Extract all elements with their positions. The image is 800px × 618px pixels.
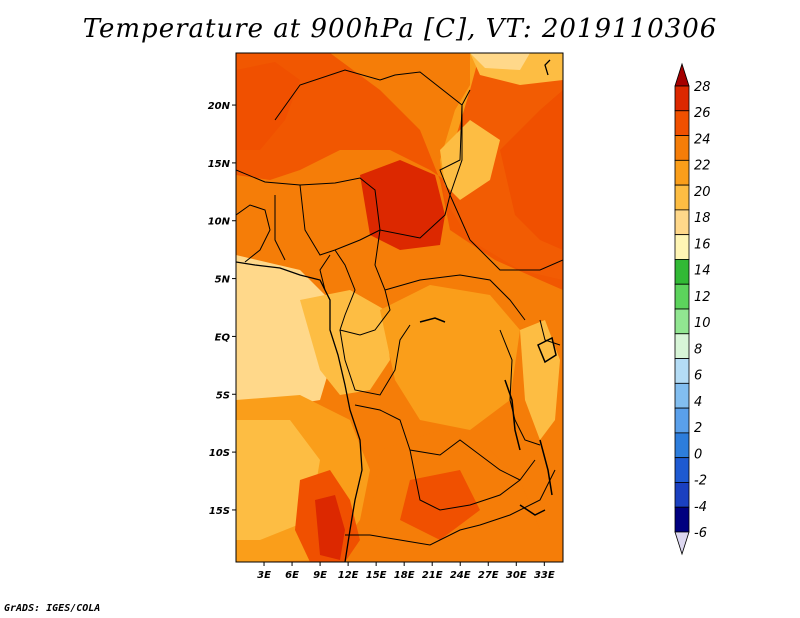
- border-line: [299, 184, 381, 256]
- colorbar-segment: [674, 259, 690, 285]
- field-band-22-congo: [380, 285, 520, 430]
- lake-mai-ndombe: [419, 317, 446, 323]
- lat-tick-label: 5N: [215, 275, 231, 286]
- coast-red-sea: [544, 59, 551, 76]
- lon-tick-label: 6E: [285, 570, 299, 581]
- border-line: [409, 449, 536, 511]
- lon-tick-label: 30E: [506, 570, 527, 581]
- border-line: [354, 404, 521, 481]
- colorbar-label: 10: [694, 316, 711, 331]
- border-line: [374, 229, 526, 321]
- lon-tick-label: 21E: [422, 570, 443, 581]
- colorbar-label: 12: [694, 290, 711, 305]
- map-frame: [235, 52, 564, 563]
- colorbar-label: 2: [694, 421, 702, 436]
- colorbar-segment: [674, 234, 690, 260]
- border-line: [274, 195, 286, 261]
- colorbar-label: 20: [694, 185, 711, 200]
- colorbar-label: 14: [694, 264, 711, 279]
- lat-tick-label: 15N: [208, 159, 231, 170]
- colorbar-segment: [674, 382, 690, 409]
- border-line: [345, 469, 556, 546]
- colorbar-label: 0: [694, 447, 702, 462]
- colorbar-segment: [674, 333, 690, 359]
- colorbar-segment: [674, 432, 690, 459]
- lat-tick-label: 5S: [216, 390, 230, 401]
- field-band-20-gabon: [300, 290, 390, 395]
- colorbar-label: 16: [694, 237, 711, 252]
- border-line: [236, 204, 271, 263]
- colorbar-segment: [674, 457, 690, 483]
- field-band-27-chad: [360, 160, 445, 250]
- field-band-20-east: [520, 320, 560, 440]
- colorbar-segment: [674, 358, 690, 384]
- grads-credit: GrADS: IGES/COLA: [4, 603, 101, 614]
- colorbar-segment: [674, 135, 690, 161]
- field-band-26-north: [236, 53, 563, 290]
- lat-tick-label: EQ: [215, 332, 231, 343]
- border-line: [449, 105, 563, 271]
- field-band-26-east: [500, 90, 563, 250]
- lake-tanganyika: [504, 379, 521, 451]
- border-line: [539, 319, 561, 346]
- colorbar-segment: [674, 482, 690, 508]
- colorbar-label: 6: [694, 369, 702, 384]
- colorbar-segment: [674, 184, 690, 211]
- latitude-axis: 20N 15N 10N 5N EQ 5S 10S 15S: [208, 101, 236, 517]
- colorbar-segment: [674, 209, 690, 236]
- lat-tick-label: 15S: [209, 506, 230, 517]
- coastline: [236, 59, 551, 562]
- lake-malawi: [539, 439, 553, 496]
- colorbar-segment: [674, 506, 690, 533]
- colorbar-label: 18: [694, 211, 711, 226]
- lat-tick-label: 20N: [208, 101, 231, 112]
- lon-tick-label: 15E: [366, 570, 387, 581]
- field-band-26-west: [236, 62, 300, 150]
- colorbar-top-arrow: [674, 62, 690, 87]
- lon-tick-label: 9E: [313, 570, 327, 581]
- map-title: Temperature at 900hPa [C], VT: 201911030…: [82, 14, 718, 44]
- colorbar-label: -4: [694, 500, 707, 515]
- field-band-18-ne: [470, 53, 530, 70]
- colorbar-segment: [674, 283, 690, 310]
- colorbar-label: -2: [694, 474, 707, 489]
- coast-west: [236, 261, 363, 562]
- field-band-26-south: [400, 470, 480, 540]
- temperature-field: [236, 53, 563, 562]
- colorbar-label: 8: [694, 342, 702, 357]
- lon-tick-label: 24E: [450, 570, 471, 581]
- lon-tick-label: 12E: [338, 570, 359, 581]
- lon-tick-label: 33E: [534, 570, 555, 581]
- colorbar-segment: [674, 308, 690, 335]
- lake-kariba: [519, 504, 546, 516]
- colorbar-segment: [674, 159, 690, 186]
- border-line: [339, 324, 411, 396]
- colorbar-label: 28: [694, 80, 711, 95]
- lon-tick-label: 27E: [478, 570, 499, 581]
- lon-tick-label: 3E: [257, 570, 271, 581]
- border-line: [274, 69, 471, 121]
- colorbar-label: 26: [694, 106, 711, 121]
- colorbar-segment: [674, 110, 690, 136]
- lat-tick-label: 10S: [209, 448, 230, 459]
- longitude-axis: 3E 6E 9E 12E 15E 18E 21E 24E 27E 30E 33E: [257, 562, 555, 581]
- field-band-27-namibia: [315, 495, 345, 560]
- lake-victoria: [537, 336, 557, 364]
- colorbar-label: 24: [694, 132, 711, 147]
- colorbar-bottom-arrow: [674, 531, 690, 556]
- lon-tick-label: 18E: [394, 570, 415, 581]
- colorbar-label: 22: [694, 159, 711, 174]
- lakes: [419, 317, 557, 516]
- colorbar-segment: [674, 407, 690, 434]
- field-band-18-ocean: [236, 255, 335, 410]
- colorbar-label: -6: [694, 526, 707, 541]
- colorbar-segment: [674, 85, 690, 112]
- colorbar-label: 4: [694, 395, 702, 410]
- lat-tick-label: 10N: [208, 217, 231, 228]
